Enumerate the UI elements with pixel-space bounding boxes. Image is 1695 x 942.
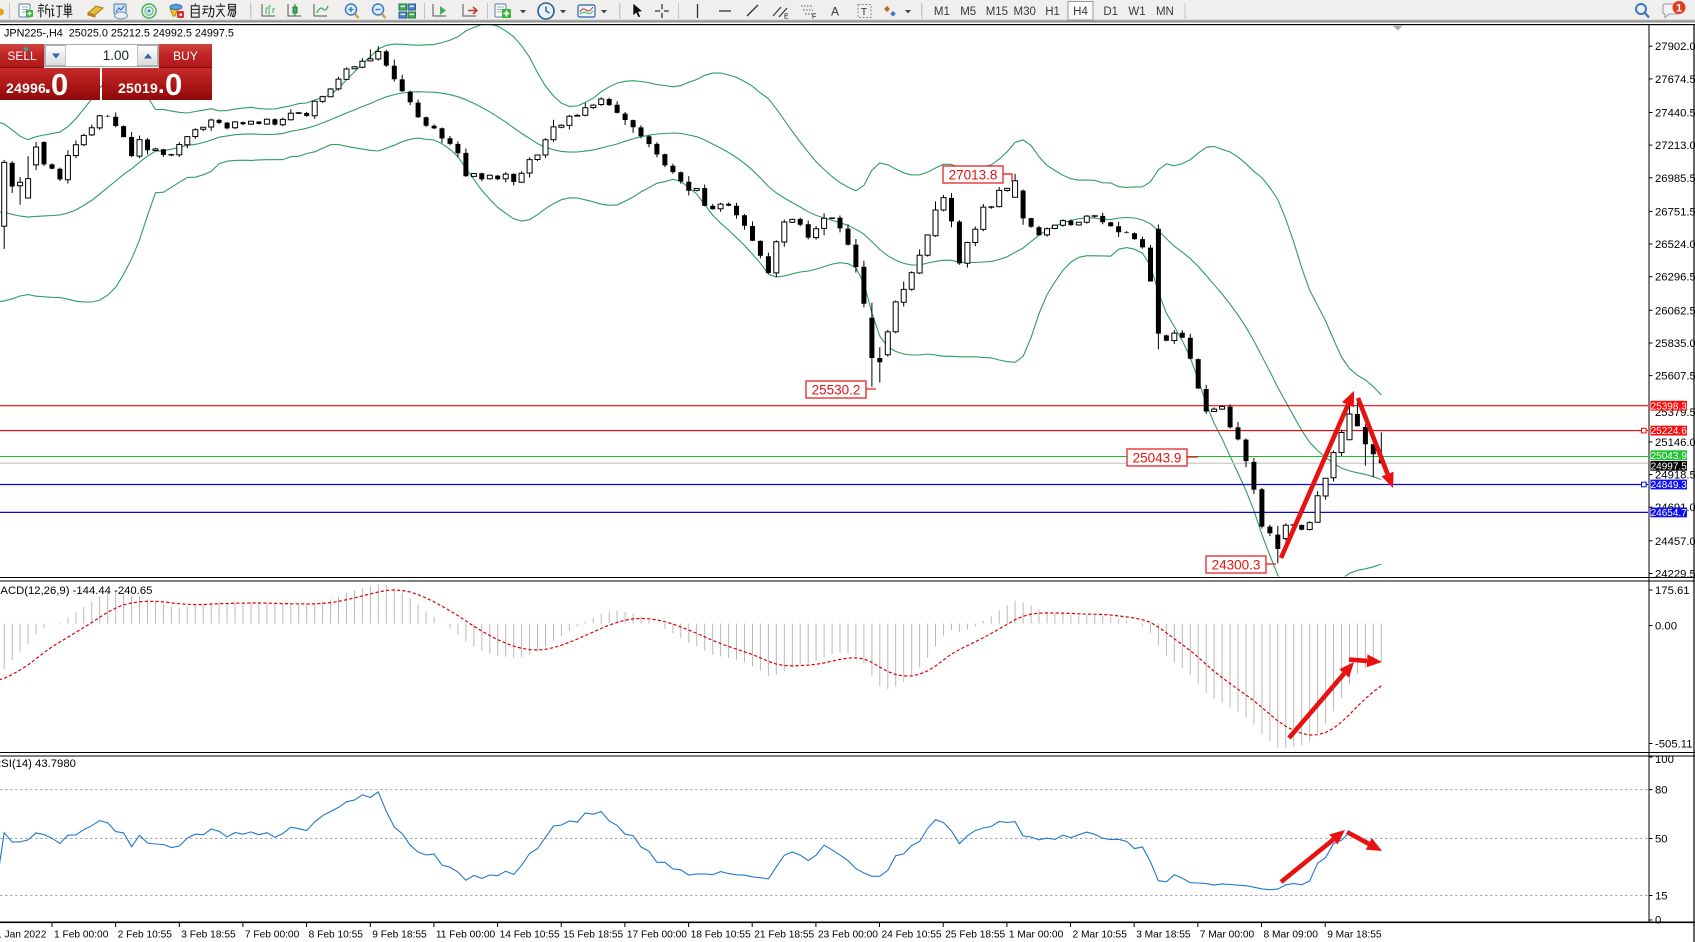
svg-text:0.00: 0.00 <box>1655 621 1677 633</box>
svg-text:9 Mar 18:55: 9 Mar 18:55 <box>1327 930 1382 941</box>
svg-text:W1: W1 <box>1128 6 1145 18</box>
svg-text:25607.5: 25607.5 <box>1655 371 1695 383</box>
svg-text:3 Feb 18:55: 3 Feb 18:55 <box>181 930 236 941</box>
svg-text:26751.5: 26751.5 <box>1655 206 1695 218</box>
svg-text:0: 0 <box>1655 915 1661 927</box>
svg-text:17 Feb 00:00: 17 Feb 00:00 <box>627 930 687 941</box>
svg-text:25835.0: 25835.0 <box>1655 338 1695 350</box>
svg-text:15: 15 <box>1655 891 1668 903</box>
svg-text:24654.7: 24654.7 <box>1651 508 1688 519</box>
svg-text:7 Feb 00:00: 7 Feb 00:00 <box>245 930 300 941</box>
svg-text:F: F <box>812 14 816 21</box>
svg-text:M15: M15 <box>986 6 1008 18</box>
svg-text:27013.8: 27013.8 <box>949 168 998 183</box>
svg-text:1 Mar 00:00: 1 Mar 00:00 <box>1009 930 1064 941</box>
svg-text:8 Mar 09:00: 8 Mar 09:00 <box>1264 930 1319 941</box>
svg-text:14 Feb 10:55: 14 Feb 10:55 <box>500 930 560 941</box>
svg-text:24229.5: 24229.5 <box>1655 569 1695 581</box>
svg-text:25 Feb 18:55: 25 Feb 18:55 <box>945 930 1005 941</box>
svg-text:27440.5: 27440.5 <box>1655 108 1695 120</box>
svg-text:26296.5: 26296.5 <box>1655 272 1695 284</box>
svg-text:24 Feb 10:55: 24 Feb 10:55 <box>882 930 942 941</box>
svg-text:24457.0: 24457.0 <box>1655 536 1695 548</box>
svg-text:21 Feb 18:55: 21 Feb 18:55 <box>754 930 814 941</box>
svg-text:23 Feb 00:00: 23 Feb 00:00 <box>818 930 878 941</box>
svg-text:25043.9: 25043.9 <box>1651 451 1688 462</box>
svg-text:-505.11: -505.11 <box>1655 739 1692 751</box>
svg-text:MACD(12,26,9) -144.44 -240.65: MACD(12,26,9) -144.44 -240.65 <box>0 585 152 597</box>
svg-text:MN: MN <box>1156 6 1174 18</box>
svg-text:24849.3: 24849.3 <box>1651 480 1688 491</box>
svg-text:27674.5: 27674.5 <box>1655 74 1695 86</box>
svg-text:15 Feb 18:55: 15 Feb 18:55 <box>563 930 623 941</box>
svg-text:11 Feb 00:00: 11 Feb 00:00 <box>436 930 496 941</box>
svg-text:M5: M5 <box>960 6 976 18</box>
svg-text:175.61: 175.61 <box>1655 585 1690 597</box>
svg-text:7 Mar 00:00: 7 Mar 00:00 <box>1200 930 1255 941</box>
svg-text:D1: D1 <box>1103 6 1118 18</box>
svg-text:H1: H1 <box>1045 6 1060 18</box>
svg-text:M1: M1 <box>934 6 950 18</box>
svg-text:25146.0: 25146.0 <box>1655 437 1695 449</box>
svg-text:25224.6: 25224.6 <box>1651 426 1688 437</box>
svg-text:31 Jan 2022: 31 Jan 2022 <box>0 930 47 941</box>
svg-text:A: A <box>831 5 839 19</box>
svg-text:2 Feb 10:55: 2 Feb 10:55 <box>118 930 173 941</box>
svg-text:E: E <box>784 14 789 21</box>
svg-text:24300.3: 24300.3 <box>1212 558 1261 573</box>
svg-text:27902.0: 27902.0 <box>1655 41 1695 53</box>
svg-text:25530.2: 25530.2 <box>812 383 861 398</box>
svg-text:1 Feb 00:00: 1 Feb 00:00 <box>54 930 109 941</box>
svg-text:100: 100 <box>1655 754 1674 766</box>
svg-text:24997.5: 24997.5 <box>1651 461 1688 472</box>
svg-text:JPN225-,H4 25025.0 25212.5 24: JPN225-,H4 25025.0 25212.5 24992.5 24997… <box>4 28 234 40</box>
svg-text:9 Feb 18:55: 9 Feb 18:55 <box>372 930 427 941</box>
svg-text:26524.0: 26524.0 <box>1655 239 1695 251</box>
svg-text:18 Feb 10:55: 18 Feb 10:55 <box>691 930 751 941</box>
svg-text:H4: H4 <box>1073 6 1088 18</box>
svg-text:26985.5: 26985.5 <box>1655 173 1695 185</box>
svg-text:26062.5: 26062.5 <box>1655 305 1695 317</box>
svg-text:M30: M30 <box>1014 6 1036 18</box>
svg-text:3 Mar 18:55: 3 Mar 18:55 <box>1136 930 1191 941</box>
svg-text:25398.3: 25398.3 <box>1651 401 1688 412</box>
svg-text:RSI(14) 43.7980: RSI(14) 43.7980 <box>0 758 76 770</box>
svg-text:8 Feb 10:55: 8 Feb 10:55 <box>309 930 364 941</box>
svg-text:T: T <box>861 6 868 18</box>
svg-text:25043.9: 25043.9 <box>1133 451 1182 466</box>
svg-text:24918.5: 24918.5 <box>1655 470 1695 482</box>
svg-text:50: 50 <box>1655 834 1668 846</box>
svg-text:27213.0: 27213.0 <box>1655 140 1695 152</box>
svg-text:80: 80 <box>1655 785 1668 797</box>
svg-text:2 Mar 10:55: 2 Mar 10:55 <box>1073 930 1128 941</box>
svg-text:1: 1 <box>1676 3 1682 15</box>
